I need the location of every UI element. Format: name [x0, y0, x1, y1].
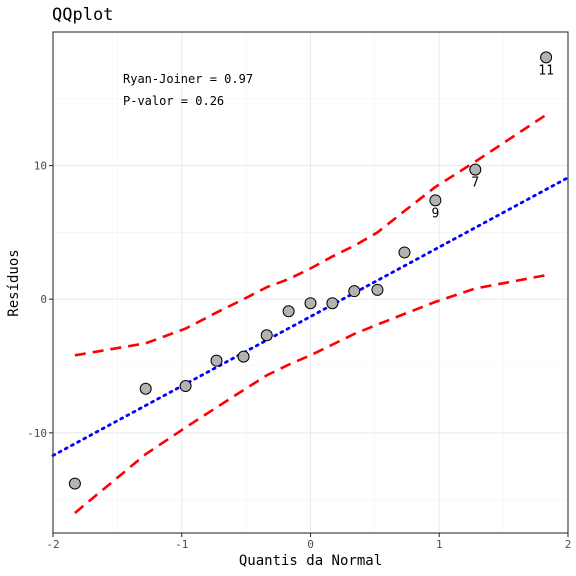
- x-tick-label: -1: [175, 538, 188, 551]
- annotations: Ryan-Joiner = 0.97 P-valor = 0.26: [123, 72, 253, 108]
- data-point: [304, 297, 317, 310]
- x-tick-label: 1: [436, 538, 443, 551]
- y-tick-label: 0: [40, 293, 47, 306]
- point-label: 7: [471, 176, 479, 191]
- data-point: [260, 329, 273, 342]
- point-label: 9: [431, 206, 439, 221]
- x-tick-label: 0: [307, 538, 314, 551]
- confidence-envelope: [74, 113, 547, 514]
- data-point: [237, 350, 250, 363]
- x-tick-label: 2: [565, 538, 572, 551]
- data-point: [429, 194, 442, 207]
- data-point: [540, 51, 553, 64]
- annotation-text: Ryan-Joiner = 0.97: [123, 72, 253, 86]
- data-points: [68, 51, 553, 490]
- data-point: [282, 305, 295, 318]
- data-point: [398, 246, 411, 259]
- upper-envelope-line: [74, 113, 547, 357]
- y-tick-label: -10: [27, 427, 47, 440]
- data-point: [210, 354, 223, 367]
- reference-line: [51, 176, 570, 457]
- data-point: [326, 297, 339, 310]
- data-point: [179, 380, 192, 393]
- x-axis-title: Quantis da Normal: [239, 553, 382, 569]
- point-label: 11: [538, 63, 554, 78]
- qq-reference-line: [51, 176, 570, 457]
- chart-title: QQplot: [52, 5, 113, 25]
- data-point: [139, 382, 152, 395]
- data-point: [469, 163, 482, 176]
- lower-envelope-line: [74, 273, 547, 514]
- point-labels: 9 7 11: [431, 63, 553, 221]
- y-tick-label: 10: [34, 160, 47, 173]
- y-axis: -10 0 10: [27, 160, 53, 440]
- annotation-text: P-valor = 0.26: [123, 94, 224, 108]
- x-axis: -2 -1 0 1 2: [46, 533, 571, 551]
- data-point: [348, 285, 361, 298]
- y-axis-title: Resíduos: [6, 249, 22, 316]
- data-point: [371, 283, 384, 296]
- x-tick-label: -2: [46, 538, 59, 551]
- data-point: [68, 477, 81, 490]
